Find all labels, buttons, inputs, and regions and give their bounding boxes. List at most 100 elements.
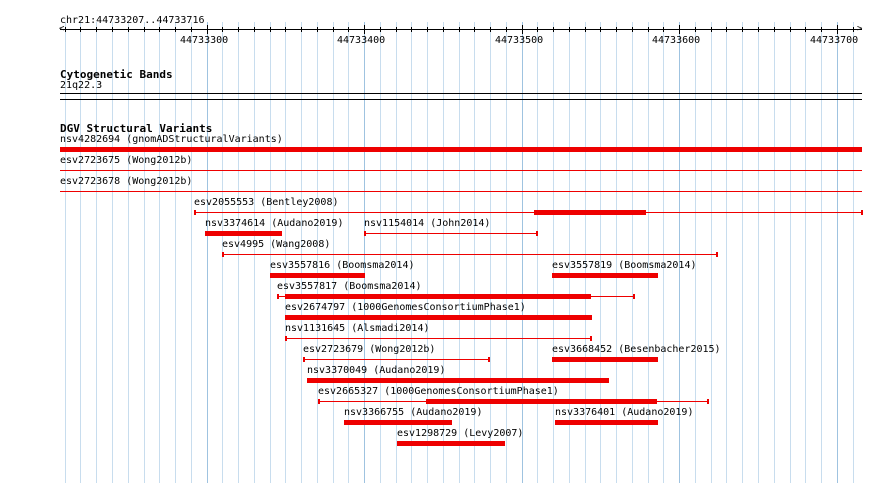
grid-line — [459, 22, 460, 483]
variant-bar[interactable] — [344, 420, 451, 425]
variant-label[interactable]: esv4995 (Wang2008) — [222, 239, 331, 250]
variant-bar[interactable] — [552, 357, 657, 362]
variant-endcap — [285, 336, 287, 341]
variant-label[interactable]: esv3557819 (Boomsma2014) — [552, 260, 697, 271]
ruler-tick — [663, 27, 664, 32]
grid-line — [490, 22, 491, 483]
ruler-tick — [175, 27, 176, 32]
grid-line — [128, 22, 129, 483]
grid-line — [821, 22, 822, 483]
variant-label[interactable]: esv1298729 (Levy2007) — [397, 428, 524, 439]
ruler-tick-label: 44733600 — [652, 35, 701, 46]
ruler-tick — [853, 27, 854, 32]
grid-line — [774, 22, 775, 483]
variant-endcap — [503, 441, 505, 446]
variant-endcap — [633, 294, 635, 299]
grid-line — [585, 22, 586, 483]
variant-label[interactable]: nsv1131645 (Alsmadi2014) — [285, 323, 430, 334]
variant-label[interactable]: nsv3366755 (Audano2019) — [344, 407, 483, 418]
ruler-tick — [443, 27, 444, 32]
ruler-tick — [285, 27, 286, 32]
variant-bar[interactable] — [270, 273, 364, 278]
variant-label[interactable]: esv3557816 (Boomsma2014) — [270, 260, 415, 271]
ruler-tick — [600, 27, 601, 32]
ruler-tick — [364, 25, 365, 34]
variant-endcap — [364, 231, 366, 236]
ruler-tick — [96, 27, 97, 32]
variant-endcap — [194, 210, 196, 215]
variant-bar[interactable] — [205, 231, 281, 236]
grid-line — [837, 22, 838, 483]
ruler-tick — [711, 27, 712, 32]
ruler-tick — [742, 27, 743, 32]
variant-bar[interactable] — [307, 378, 608, 383]
variant-endcap — [280, 231, 282, 236]
variant-bar[interactable] — [555, 420, 657, 425]
ruler-tick — [348, 27, 349, 32]
ruler-tick — [380, 27, 381, 32]
cytoband-label[interactable]: 21q22.3 — [60, 80, 103, 91]
ruler-tick — [427, 27, 428, 32]
full-variant-label[interactable]: nsv4282694 (gnomADStructuralVariants) — [60, 134, 283, 145]
ruler-tick — [790, 27, 791, 32]
ruler-tick — [537, 27, 538, 32]
variant-bar[interactable] — [285, 315, 591, 320]
variant-bar[interactable] — [397, 441, 504, 446]
variant-span-line[interactable] — [364, 233, 537, 234]
full-variant-bar[interactable] — [60, 147, 862, 152]
variant-bar[interactable] — [534, 210, 646, 215]
variant-endcap — [707, 399, 709, 404]
variant-label[interactable]: esv3668452 (Besenbacher2015) — [552, 344, 721, 355]
variant-label[interactable]: nsv3370049 (Audano2019) — [307, 365, 446, 376]
full-variant-label[interactable]: esv2723675 (Wong2012b) — [60, 155, 193, 166]
variant-label[interactable]: nsv1154014 (John2014) — [364, 218, 491, 229]
variant-endcap — [222, 252, 224, 257]
grid-line — [396, 22, 397, 483]
ruler-tick — [616, 27, 617, 32]
locus-label: chr21:44733207..44733716 — [60, 15, 205, 26]
variant-label[interactable]: esv2055553 (Bentley2008) — [194, 197, 339, 208]
cytoband-divider-top — [60, 93, 862, 94]
variant-bar[interactable] — [552, 273, 657, 278]
variant-label[interactable]: nsv3374614 (Audano2019) — [205, 218, 344, 229]
variant-bar[interactable] — [285, 294, 591, 299]
ruler-tick — [207, 25, 208, 34]
ruler-tick — [65, 27, 66, 32]
grid-line — [695, 22, 696, 483]
variant-endcap — [590, 336, 592, 341]
ruler-tick — [254, 27, 255, 32]
variant-bar[interactable] — [426, 399, 657, 404]
ruler-tick — [632, 27, 633, 32]
ruler-tick — [506, 27, 507, 32]
ruler-tick — [758, 27, 759, 32]
variant-span-line[interactable] — [222, 254, 717, 255]
variant-endcap — [488, 357, 490, 362]
grid-line — [537, 22, 538, 483]
variant-label[interactable]: esv2674797 (1000GenomesConsortiumPhase1) — [285, 302, 526, 313]
variant-span-line[interactable] — [285, 338, 591, 339]
grid-line — [600, 22, 601, 483]
variant-span-line[interactable] — [303, 359, 489, 360]
ruler-tick — [585, 27, 586, 32]
grid-line — [207, 22, 208, 483]
variant-endcap — [277, 294, 279, 299]
ruler-tick — [159, 27, 160, 32]
variant-label[interactable]: esv2665327 (1000GenomesConsortiumPhase1) — [318, 386, 559, 397]
variant-label[interactable]: esv2723679 (Wong2012b) — [303, 344, 436, 355]
track-separator — [60, 191, 862, 192]
grid-line — [711, 22, 712, 483]
grid-line — [427, 22, 428, 483]
grid-line — [790, 22, 791, 483]
grid-line — [679, 22, 680, 483]
ruler-tick — [112, 27, 113, 32]
grid-line — [175, 22, 176, 483]
ruler-tick — [333, 27, 334, 32]
variant-label[interactable]: esv3557817 (Boomsma2014) — [277, 281, 422, 292]
variant-label[interactable]: nsv3376401 (Audano2019) — [555, 407, 694, 418]
ruler-left-arrow-icon: < — [59, 24, 65, 34]
variant-endcap — [716, 252, 718, 257]
full-variant-label[interactable]: esv2723678 (Wong2012b) — [60, 176, 193, 187]
ruler-tick-label: 44733400 — [337, 35, 386, 46]
variant-span-line[interactable] — [194, 212, 862, 213]
variant-endcap — [303, 357, 305, 362]
